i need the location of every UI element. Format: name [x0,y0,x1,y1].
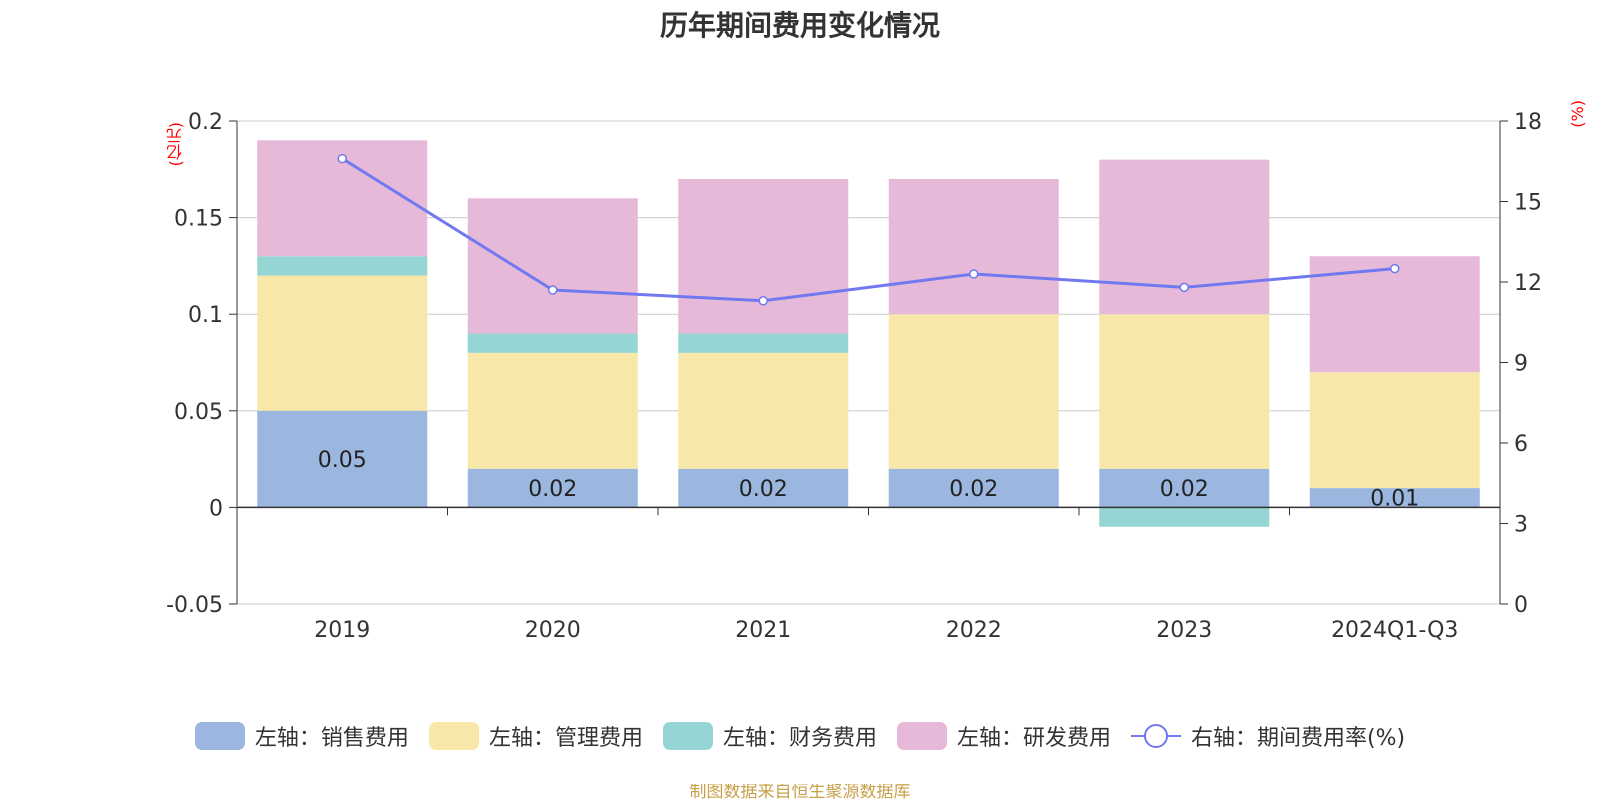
x-axis-category-label: 2023 [1156,618,1212,643]
source-footer: 制图数据来自恒生聚源数据库 [689,784,911,800]
bar-sales [1309,488,1480,508]
legend-item: 左轴：财务费用 [662,720,877,752]
data-label: 0.05 [318,448,367,473]
left-axis-tick-label: 0.2 [188,110,223,135]
bar-rnd [1309,256,1480,373]
line-point [1179,282,1189,293]
bar-rnd [467,198,638,334]
chart-legend: 左轴：销售费用 左轴：管理费用 左轴：财务费用 左轴：研发费用 右轴：期间费用率(%) [0,720,1600,752]
legend-swatch [896,722,947,750]
data-label: 0.02 [949,477,998,502]
legend-label: 左轴：销售费用 [254,726,409,751]
bar-mgmt [1099,314,1270,469]
line-expense-rate [341,157,1395,303]
x-axis-category-label: 2020 [525,618,581,643]
bar-mgmt [888,314,1059,469]
bar-sales [678,468,849,508]
bar-fin [257,256,428,276]
right-axis-tick-label: 9 [1514,352,1528,377]
legend-line-swatch [1130,724,1181,748]
bar-rnd [888,178,1059,315]
left-axis-tick-label: 0 [209,496,223,521]
legend-swatch [428,722,479,750]
chart-canvas: -0.05 0 0.05 0.1 0.15 0.2 0 3 6 9 12 15 18 0.05 0.02 0.… [166,110,1542,643]
data-label: 0.02 [1160,477,1209,502]
bar-sales [257,410,428,508]
legend-swatch [662,722,713,750]
bar-fin [467,333,638,353]
x-axis-category-label: 2019 [314,618,370,643]
line-point [969,269,979,279]
bar-mgmt [678,352,849,469]
bar-rnd [678,178,849,334]
x-axis-category-label: 2024Q1-Q3 [1331,618,1458,643]
line-point [548,285,558,295]
bar-mgmt [1309,372,1480,489]
legend-item: 左轴：销售费用 [194,720,409,752]
bar-fin [1099,507,1270,527]
right-axis-tick-label: 15 [1514,191,1542,216]
right-axis-tick-label: 18 [1514,110,1542,135]
left-axis-tick-label: 0.15 [174,207,223,232]
legend-label: 右轴：期间费用率(%) [1190,726,1406,751]
chart-title: 历年期间费用变化情况 [659,9,940,42]
x-axis-category-label: 2022 [946,618,1002,643]
legend-item: 左轴：管理费用 [428,720,643,752]
legend-label: 左轴：研发费用 [956,726,1111,751]
legend-label: 左轴：财务费用 [722,726,877,751]
line-point [337,153,347,164]
legend-swatch [194,722,245,750]
bar-sales [888,468,1059,508]
line-point [758,296,768,306]
legend-item: 右轴：期间费用率(%) [1130,720,1406,752]
data-label: 0.02 [739,477,788,502]
right-axis-tick-label: 3 [1514,513,1528,538]
bar-mgmt [467,352,638,469]
left-axis-tick-label: 0.05 [174,400,223,425]
x-axis-category-label: 2021 [735,618,791,643]
line-point [1390,263,1400,274]
left-axis-tick-label: -0.05 [166,593,223,618]
bar-sales [467,468,638,508]
bar-mgmt [257,275,428,411]
right-axis-tick-label: 12 [1514,271,1542,296]
legend-label: 左轴：管理费用 [488,726,643,751]
bar-fin [678,333,849,353]
right-axis-tick-label: 6 [1514,432,1528,457]
legend-item: 左轴：研发费用 [896,720,1111,752]
left-axis-tick-label: 0.1 [188,303,223,328]
data-label: 0.02 [528,477,577,502]
data-label: 0.01 [1370,487,1419,512]
bar-sales [1099,468,1270,508]
right-axis-tick-label: 0 [1514,593,1528,618]
